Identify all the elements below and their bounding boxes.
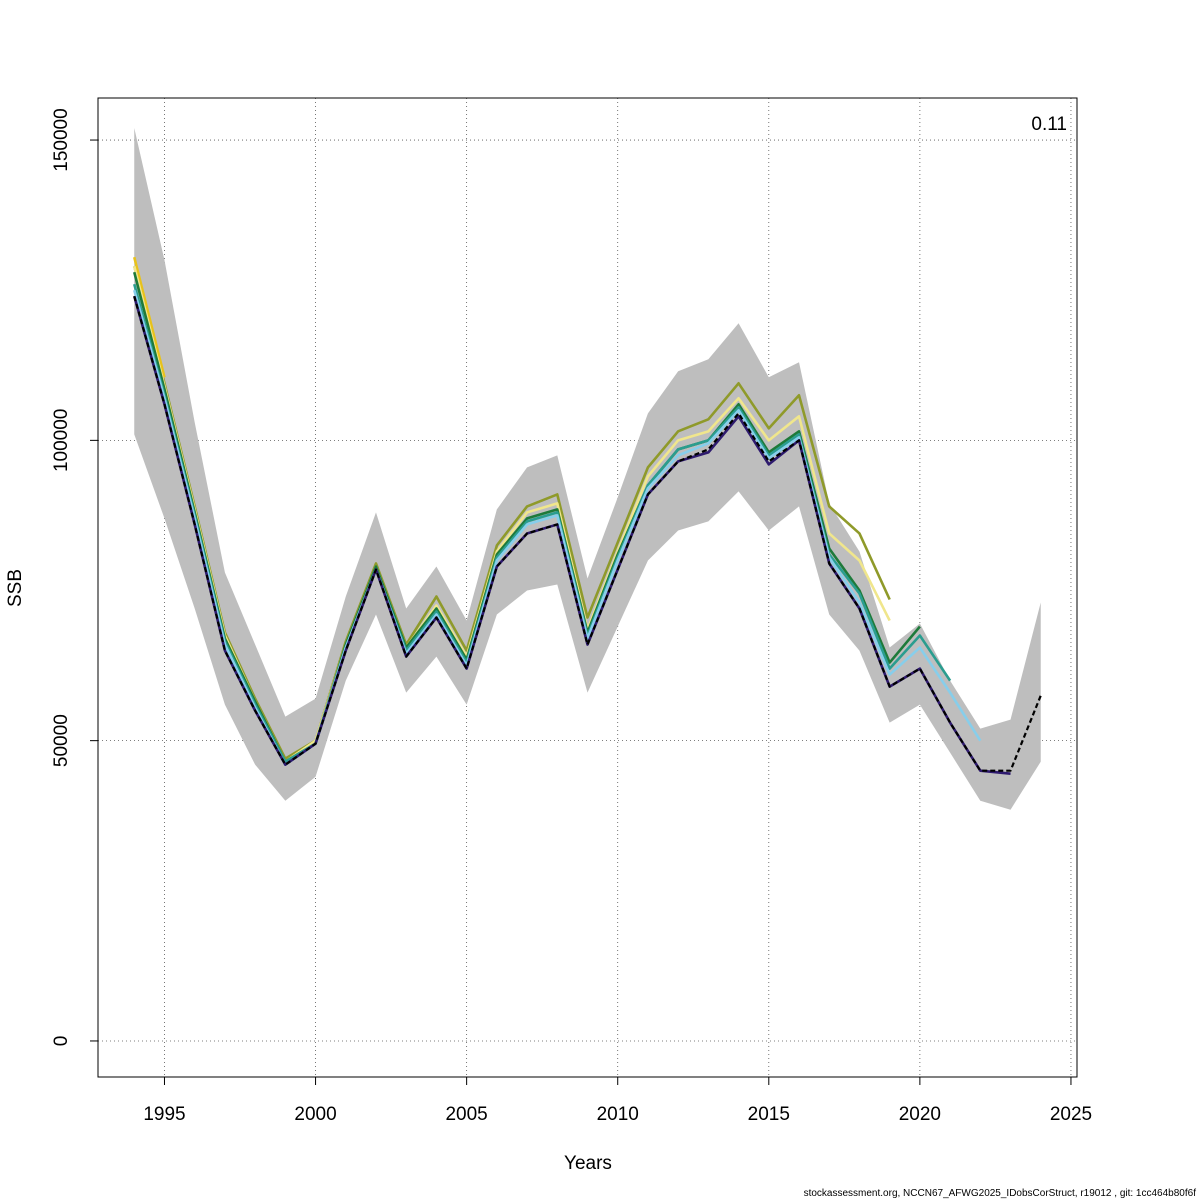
annotation-value: 0.11: [1031, 114, 1067, 135]
x-tick-label: 2000: [294, 1104, 336, 1125]
series-line-base-dashed: [133, 295, 1042, 772]
x-tick-label: 2015: [748, 1104, 790, 1125]
y-tick-label: 150000: [51, 108, 72, 171]
axes: 1995 2000 2005 2010 2015 2020 2025 0 50000 100000…: [51, 108, 1092, 1125]
ci-band-layer: [134, 128, 1041, 810]
x-tick-label: 2010: [597, 1104, 639, 1125]
x-tick-label: 1995: [143, 1104, 185, 1125]
x-tick-label: 2005: [445, 1104, 487, 1125]
series-line-peel-7: [133, 265, 891, 760]
series-line-peel-6: [132, 256, 166, 378]
y-tick-label: 0: [51, 1036, 72, 1047]
y-axis-title: SSB: [5, 569, 26, 607]
x-tick-label: 2025: [1050, 1104, 1092, 1125]
series-layer: [132, 256, 1042, 775]
x-tick-label: 2020: [899, 1104, 941, 1125]
y-tick-label: 50000: [51, 714, 72, 767]
footer-credit: stockassessment.org, NCCN67_AFWG2025_IDo…: [804, 1188, 1197, 1199]
y-tick-label: 100000: [51, 409, 72, 472]
x-axis-title: Years: [564, 1153, 612, 1174]
confidence-band: [134, 128, 1041, 810]
